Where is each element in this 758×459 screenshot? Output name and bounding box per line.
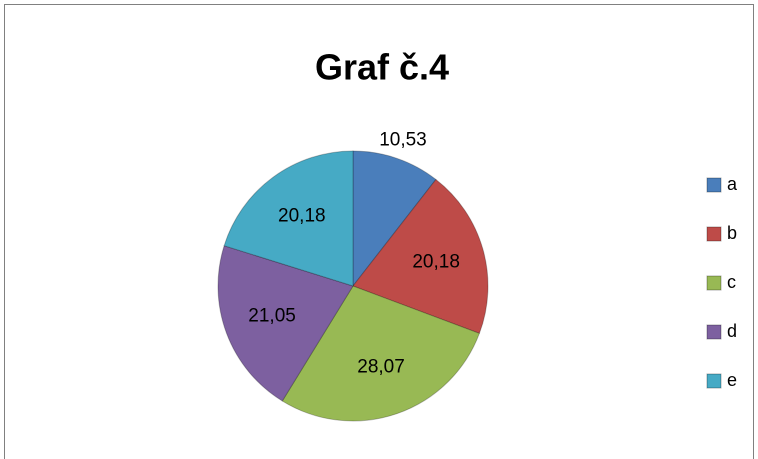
pie-slice — [217, 245, 354, 402]
pie-slice — [352, 178, 489, 335]
legend-swatch — [706, 226, 722, 242]
legend-swatch — [706, 373, 722, 389]
chart-title: Graf č.4 — [315, 47, 449, 88]
legend-label: b — [727, 223, 737, 243]
data-label: 10,53 — [379, 129, 427, 150]
data-label: 20,18 — [412, 252, 460, 273]
legend-label: a — [727, 174, 738, 194]
pie-slice — [223, 150, 354, 287]
data-label: 20,18 — [278, 205, 326, 226]
pie-slice — [281, 285, 481, 422]
legend-swatch — [706, 275, 722, 291]
pie-slice — [352, 150, 437, 288]
legend-swatch — [706, 324, 722, 340]
data-label: 28,07 — [357, 357, 405, 378]
legend-label: d — [727, 321, 737, 341]
legend-swatch — [706, 177, 722, 193]
legend-label: e — [727, 370, 737, 390]
data-label: 21,05 — [248, 305, 296, 326]
legend-label: c — [727, 272, 736, 292]
